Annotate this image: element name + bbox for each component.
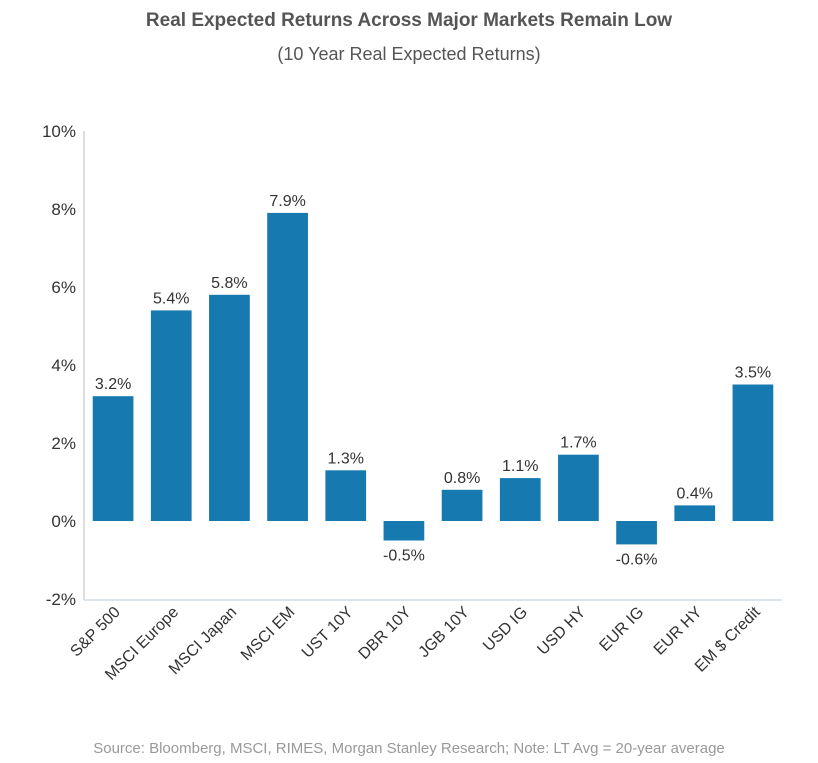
data-label: 1.1%	[502, 458, 538, 475]
chart-title: Real Expected Returns Across Major Marke…	[145, 10, 673, 31]
bar	[499, 478, 541, 521]
bar	[150, 310, 192, 521]
bar	[325, 470, 367, 521]
x-tick-label: DBR 10Y	[356, 604, 415, 663]
source-note: Source: Bloomberg, MSCI, RIMES, Morgan S…	[93, 740, 725, 757]
y-tick-label: 6%	[51, 278, 76, 297]
data-label: 3.5%	[735, 365, 771, 382]
x-tick-label: S&P 500	[67, 604, 124, 661]
bar	[383, 521, 425, 541]
data-labels: 3.2% 5.4% 5.8% 7.9% 1.3% -0.5% 0.8% 1.1% 1.7% -0.…	[95, 193, 771, 569]
x-tick-label: JGB 10Y	[416, 604, 474, 662]
bar	[732, 384, 774, 521]
bar	[267, 212, 308, 521]
y-tick-label: 8%	[51, 200, 76, 219]
bar	[674, 505, 716, 521]
bar	[209, 294, 250, 521]
bar	[558, 454, 599, 521]
data-label: -0.5%	[383, 548, 425, 565]
data-label: 1.3%	[328, 450, 364, 467]
y-tick-label: -2%	[46, 590, 76, 609]
data-label: 3.2%	[95, 376, 131, 393]
chart-subtitle: (10 Year Real Expected Returns)	[277, 44, 541, 64]
data-label: 0.8%	[444, 470, 480, 487]
data-label: 7.9%	[269, 193, 305, 210]
data-label: 0.4%	[677, 485, 713, 502]
y-tick-label: 2%	[51, 434, 76, 453]
x-tick-label: UST 10Y	[299, 604, 357, 662]
data-label: 5.4%	[153, 290, 189, 307]
data-label: -0.6%	[616, 551, 658, 568]
x-tick-label: USD IG	[480, 604, 531, 655]
y-tick-label: 4%	[51, 356, 76, 375]
bar	[616, 521, 657, 545]
y-axis-ticks: -2% 0% 2% 4% 6% 8% 10%	[42, 122, 76, 609]
x-tick-label: EUR HY	[651, 604, 706, 659]
data-label: 5.8%	[211, 275, 247, 292]
bar	[441, 489, 483, 521]
x-tick-label: MSCI EM	[238, 604, 298, 664]
y-tick-label: 10%	[42, 122, 76, 141]
bar	[92, 396, 134, 521]
x-tick-label: EUR IG	[596, 604, 647, 655]
bars	[92, 212, 774, 545]
x-tick-label: USD HY	[534, 604, 589, 659]
y-tick-label: 0%	[51, 512, 76, 531]
data-label: 1.7%	[560, 435, 596, 452]
